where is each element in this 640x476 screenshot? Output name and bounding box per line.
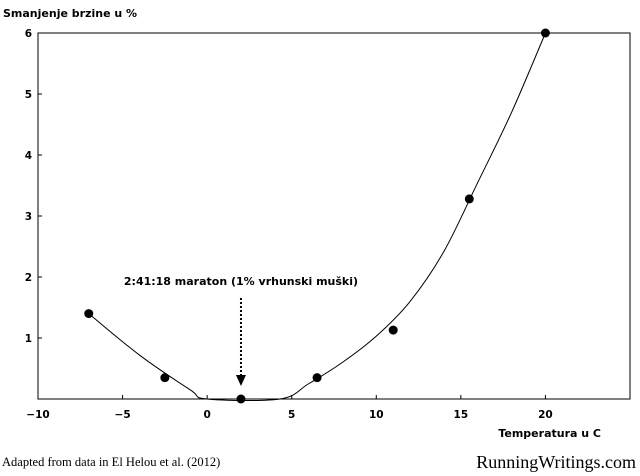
- y-tick-label: 3: [25, 211, 32, 223]
- y-tick-label: 2: [25, 272, 32, 284]
- x-tick-label: 10: [369, 409, 384, 421]
- y-axis-ticks: 1 2 3 4 5 6: [25, 28, 42, 345]
- annotation-text: 2:41:18 maraton (1% vrhunski muški): [124, 275, 358, 288]
- x-tick-label: −10: [26, 409, 49, 421]
- annotation-arrow-head: [235, 375, 246, 386]
- plot-frame: [37, 32, 631, 400]
- data-point: [388, 325, 398, 335]
- y-axis-label: Smanjenje brzine u %: [3, 7, 137, 20]
- x-tick-label: 15: [454, 409, 469, 421]
- data-point: [540, 28, 550, 38]
- y-tick-label: 4: [25, 150, 32, 162]
- y-tick-label: 5: [25, 89, 32, 101]
- x-tick-label: 5: [288, 409, 295, 421]
- x-tick-label: 20: [538, 409, 553, 421]
- data-point: [464, 194, 474, 204]
- trend-curve: [88, 32, 546, 402]
- x-tick-label: 0: [203, 409, 210, 421]
- data-point: [236, 394, 246, 404]
- source-note: Adapted from data in El Helou et al. (20…: [2, 455, 220, 469]
- x-axis-label: Temperatura u C: [498, 427, 601, 440]
- x-axis-ticks: −10 −5 0 5 10 15 20: [26, 395, 553, 421]
- data-point: [312, 373, 322, 383]
- y-tick-label: 1: [25, 333, 32, 345]
- data-point: [160, 373, 170, 383]
- y-tick-label: 6: [25, 28, 32, 40]
- data-points: [84, 28, 550, 404]
- x-tick-label: −5: [115, 409, 131, 421]
- data-point: [84, 309, 94, 319]
- brand-watermark: RunningWritings.com: [476, 452, 636, 472]
